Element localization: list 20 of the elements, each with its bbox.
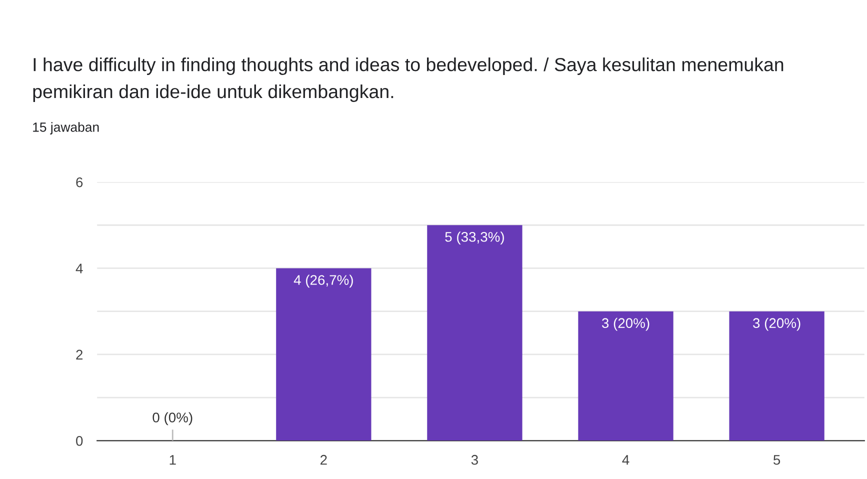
data-label: 3 (20%) [753, 318, 800, 331]
bar [276, 268, 372, 441]
x-tick-label: 4 [622, 455, 630, 465]
x-tick-label: 2 [320, 454, 327, 465]
data-label: 0 (0%) [152, 412, 192, 426]
y-tick-label: 2 [76, 350, 83, 360]
data-label: 3 (20%) [602, 318, 650, 331]
y-tick-label: 4 [76, 264, 83, 274]
bar [729, 311, 824, 441]
bar [427, 225, 522, 441]
y-tick-label: 6 [76, 177, 83, 188]
x-tick-label: 3 [471, 454, 478, 465]
y-tick-label: 0 [76, 436, 83, 446]
x-tick-label: 1 [170, 455, 176, 465]
chart-subtitle: 15 jawaban [33, 122, 99, 134]
chart-title: I have difficulty in finding thoughts and ideas to bedeveloped. / Saya kesulitan menemukan pemikiran dan ide-ide untuk dikembangkan. [33, 57, 784, 102]
x-tick-label: 5 [773, 455, 780, 465]
data-label: 4 (26,7%) [294, 274, 353, 288]
bar [578, 311, 674, 441]
data-label: 5 (33,3%) [445, 232, 504, 245]
